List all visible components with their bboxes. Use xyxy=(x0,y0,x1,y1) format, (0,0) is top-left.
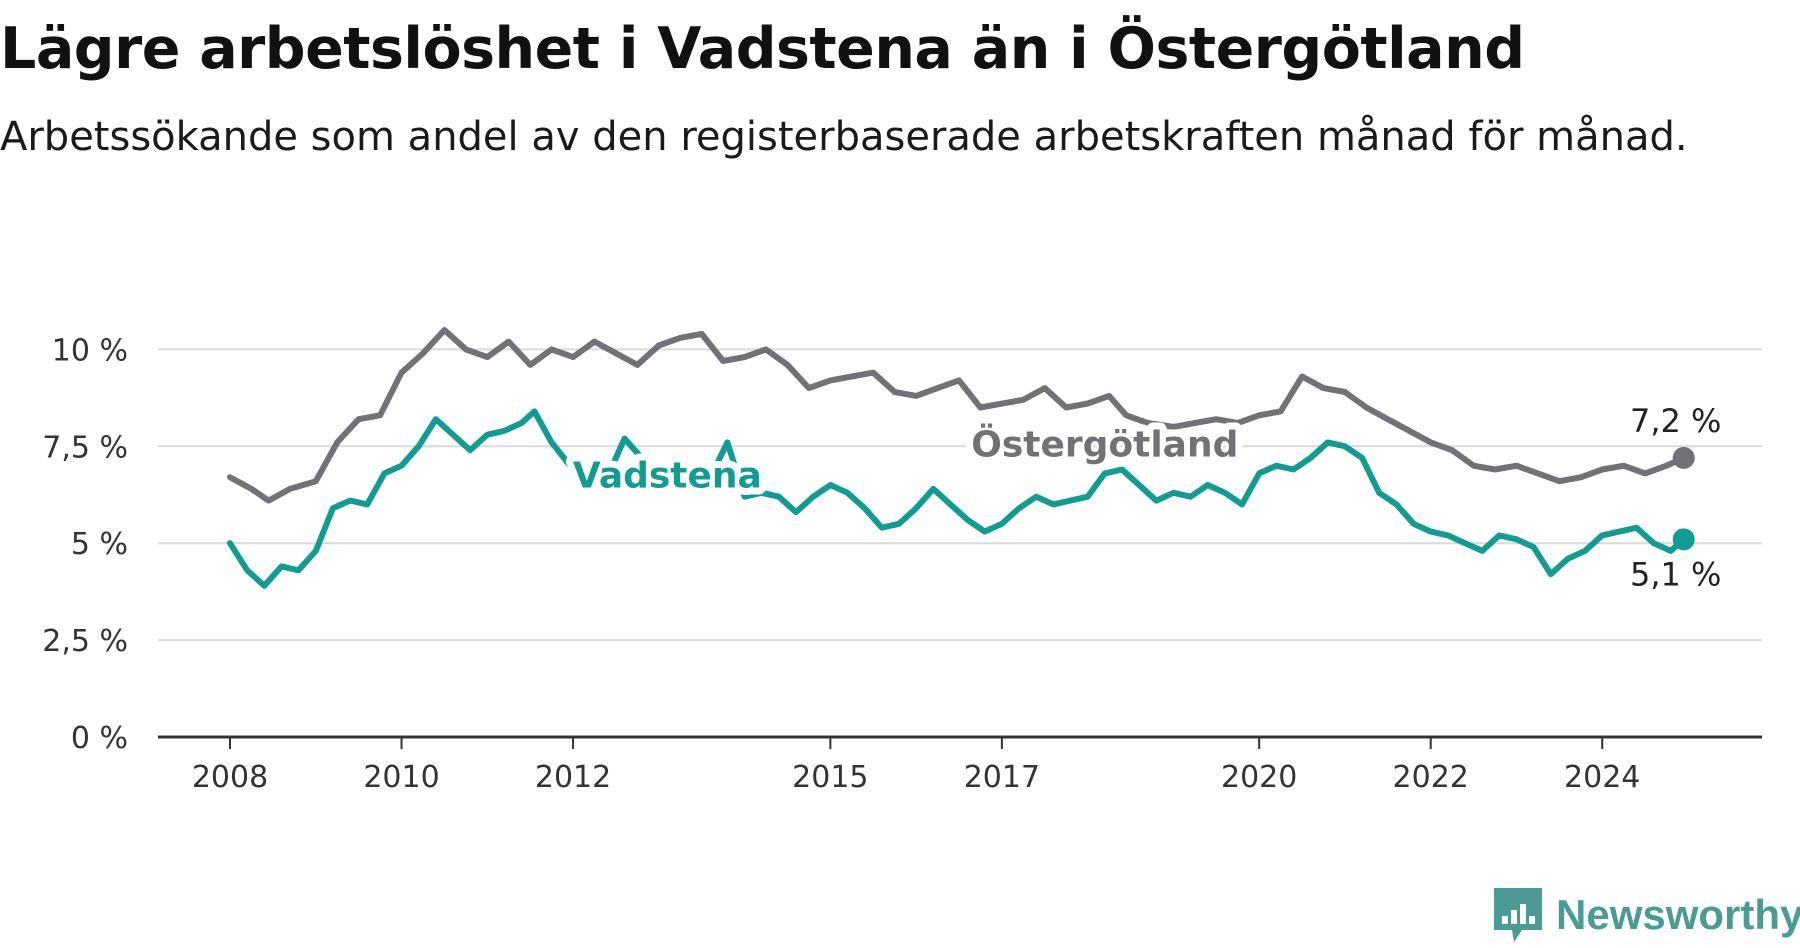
y-axis-ticks: 0 % 2,5 % 5 % 7,5 % 10 % xyxy=(42,333,128,756)
x-tick-label: 2012 xyxy=(535,760,611,795)
x-tick-label: 2008 xyxy=(192,760,268,795)
end-point-ostergotland xyxy=(1672,446,1695,469)
y-tick-label: 2,5 % xyxy=(42,624,128,659)
x-tick-label: 2024 xyxy=(1564,760,1640,795)
end-point-vadstena xyxy=(1672,528,1695,551)
grid-lines xyxy=(158,348,1762,642)
y-tick-label: 10 % xyxy=(52,333,128,368)
series-label-vadstena: Vadstena xyxy=(573,455,762,496)
x-axis-ticks: 2008 2010 2012 2015 2017 2020 2022 2024 xyxy=(192,737,1640,795)
end-label-vadstena: 5,1 % xyxy=(1630,555,1721,593)
series-line-vadstena xyxy=(227,408,1687,589)
y-tick-label: 0 % xyxy=(71,721,128,756)
x-tick-label: 2015 xyxy=(792,760,868,795)
y-tick-label: 5 % xyxy=(71,527,128,562)
x-tick-label: 2020 xyxy=(1221,760,1297,795)
x-tick-label: 2010 xyxy=(363,760,439,795)
brand-name: Newsworthy xyxy=(1556,891,1800,938)
x-tick-label: 2017 xyxy=(964,760,1040,795)
chart-subtitle: Arbetssökande som andel av den registerb… xyxy=(0,114,1688,160)
series-labels: 7,2 % 5,1 % Östergötland Vadstena xyxy=(566,402,1722,593)
brand-logo: Newsworthy xyxy=(1492,886,1800,944)
series-line-ostergotland xyxy=(227,327,1687,504)
series-lines xyxy=(227,327,1695,589)
end-label-ostergotland: 7,2 % xyxy=(1630,402,1721,440)
y-tick-label: 7,5 % xyxy=(42,430,128,465)
newsworthy-logo-icon xyxy=(1494,888,1542,942)
series-label-ostergotland: Östergötland xyxy=(971,423,1238,465)
chart-title: Lägre arbetslöshet i Vadstena än i Öster… xyxy=(0,16,1525,82)
x-tick-label: 2022 xyxy=(1393,760,1469,795)
